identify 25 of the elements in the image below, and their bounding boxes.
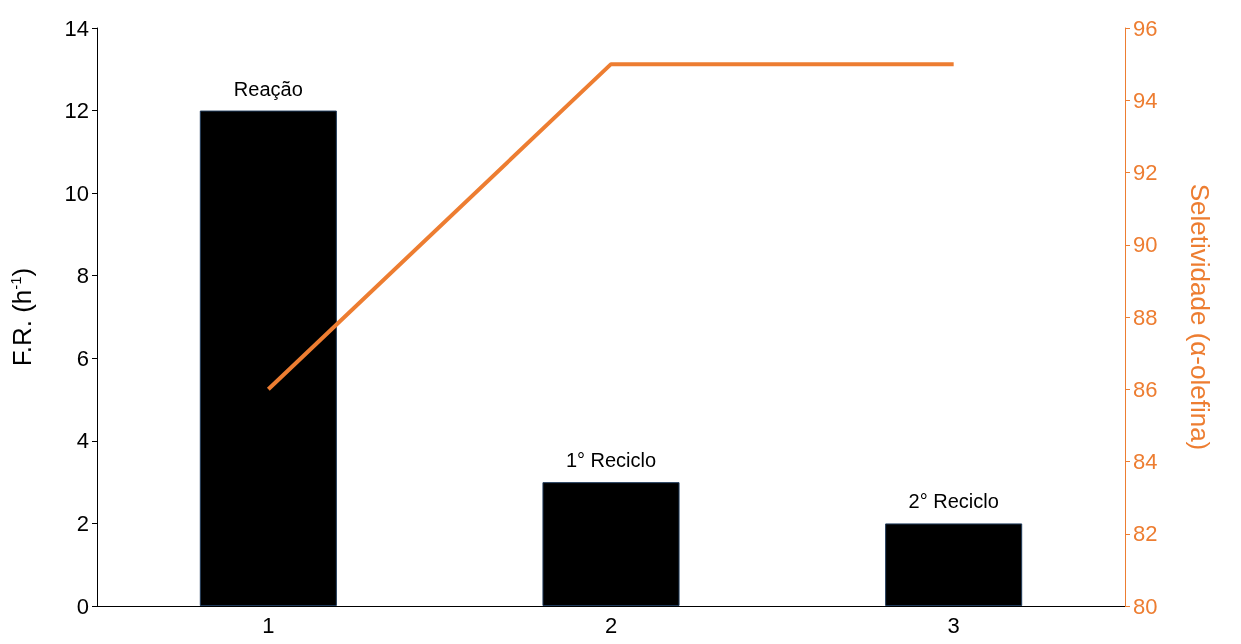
x-tick-label: 1 <box>262 612 275 638</box>
y2-tick-label: 80 <box>1133 593 1158 619</box>
annotation: 2° Reciclo <box>908 490 999 513</box>
annotation: 1° Reciclo <box>565 449 657 472</box>
y2-tick-label: 88 <box>1133 304 1158 330</box>
y2-tick-label: 92 <box>1133 160 1158 185</box>
y-tick-label: 12 <box>64 98 89 124</box>
y-tick-label: 0 <box>76 593 89 619</box>
y2-tick-label: 82 <box>1133 521 1158 547</box>
x-tick-label: 3 <box>947 612 960 638</box>
y-tick-label: 8 <box>76 263 89 289</box>
y-tick-label: 10 <box>64 180 89 206</box>
y2-axis-title: Seletividade (α-olefina) <box>1185 183 1215 451</box>
y2-tick-label: 96 <box>1133 15 1158 41</box>
y-tick-label: 14 <box>64 15 89 41</box>
y-axis-title: F.R. (h-1) <box>6 267 37 367</box>
y2-tick-label: 90 <box>1133 232 1158 258</box>
y-tick-label: 2 <box>76 510 89 536</box>
y-tick-label: 6 <box>76 345 89 371</box>
y2-tick-label: 84 <box>1133 449 1158 474</box>
y-tick-label: 4 <box>76 428 89 454</box>
y2-tick-label: 94 <box>1133 87 1158 113</box>
y2-tick-label: 86 <box>1133 376 1158 402</box>
annotation: Reação <box>233 77 303 100</box>
x-tick-label: 2 <box>604 612 618 638</box>
